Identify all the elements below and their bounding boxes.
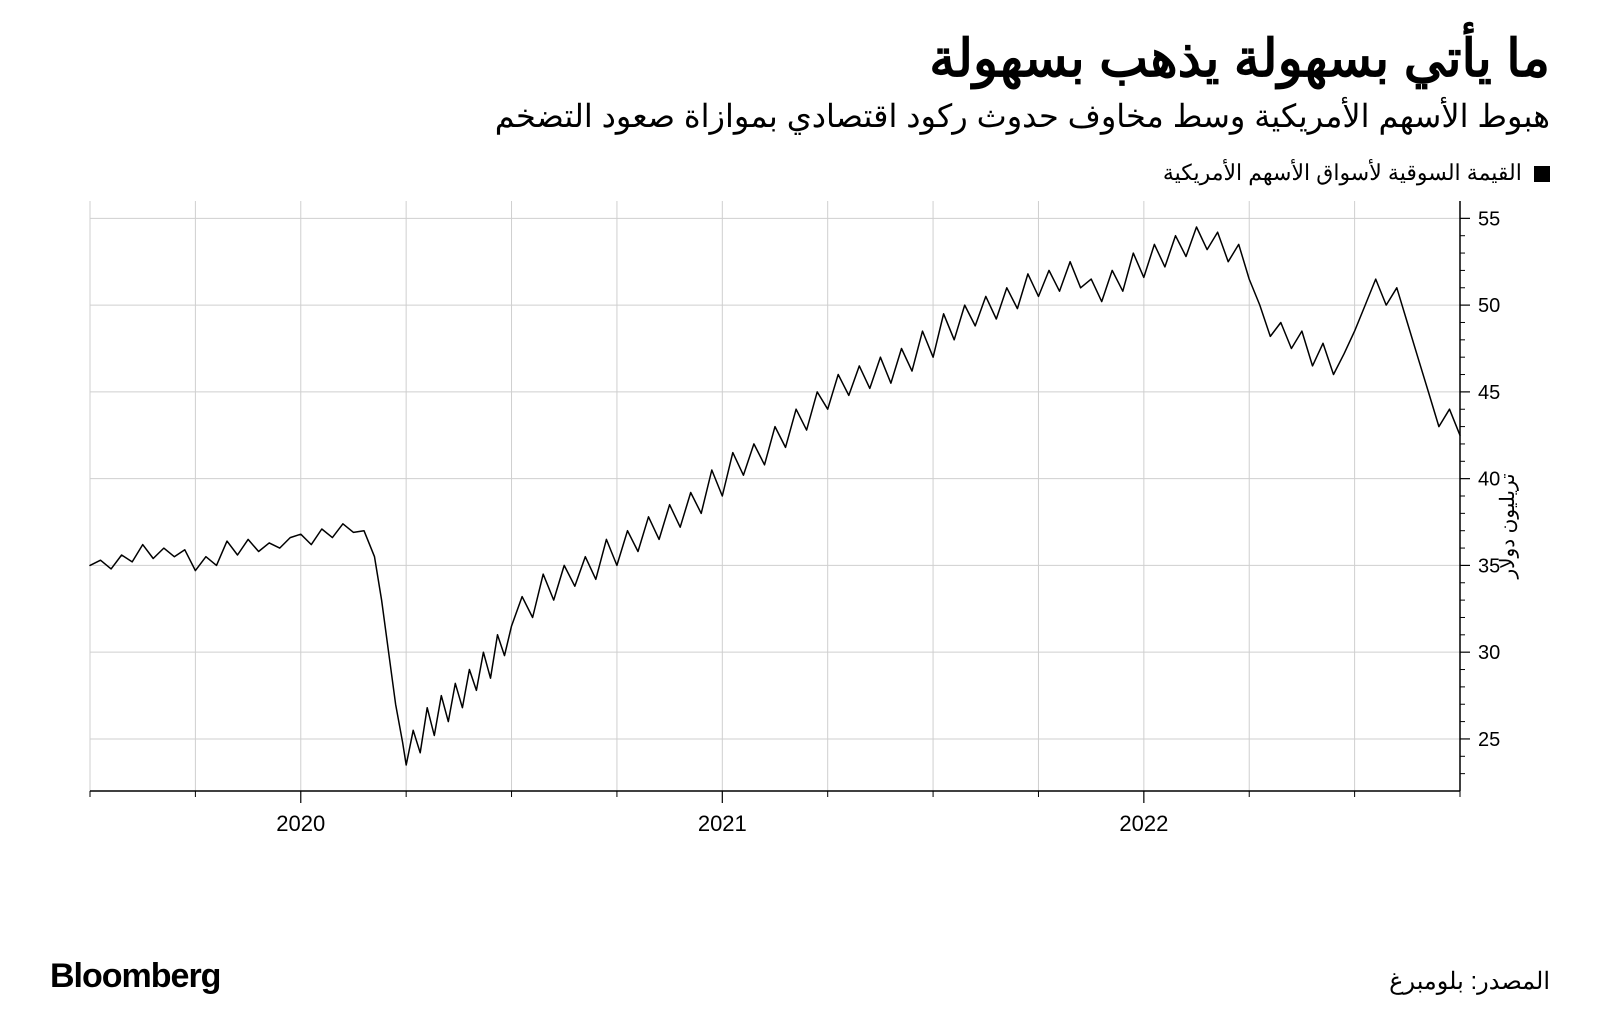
brand-logo: Bloomberg bbox=[50, 957, 220, 996]
line-chart-svg: 25303540455055202020212022 bbox=[50, 201, 1550, 851]
svg-text:50: 50 bbox=[1478, 295, 1500, 317]
chart-area: 25303540455055202020212022 تريليون دولار bbox=[50, 201, 1550, 851]
svg-text:55: 55 bbox=[1478, 208, 1500, 230]
svg-text:2021: 2021 bbox=[698, 811, 747, 836]
legend: القيمة السوقية لأسواق الأسهم الأمريكية bbox=[50, 159, 1550, 186]
y-axis-title: تريليون دولار bbox=[1495, 473, 1520, 578]
svg-text:2020: 2020 bbox=[276, 811, 325, 836]
svg-text:30: 30 bbox=[1478, 642, 1500, 664]
legend-swatch bbox=[1534, 166, 1550, 182]
chart-subtitle: هبوط الأسهم الأمريكية وسط مخاوف حدوث ركو… bbox=[50, 96, 1550, 138]
svg-text:25: 25 bbox=[1478, 729, 1500, 751]
legend-label: القيمة السوقية لأسواق الأسهم الأمريكية bbox=[1163, 161, 1522, 186]
svg-text:2022: 2022 bbox=[1119, 811, 1168, 836]
chart-title: ما يأتي بسهولة يذهب بسهولة bbox=[50, 30, 1550, 90]
source-label: المصدر: بلومبرغ bbox=[1389, 967, 1550, 996]
svg-text:45: 45 bbox=[1478, 381, 1500, 403]
